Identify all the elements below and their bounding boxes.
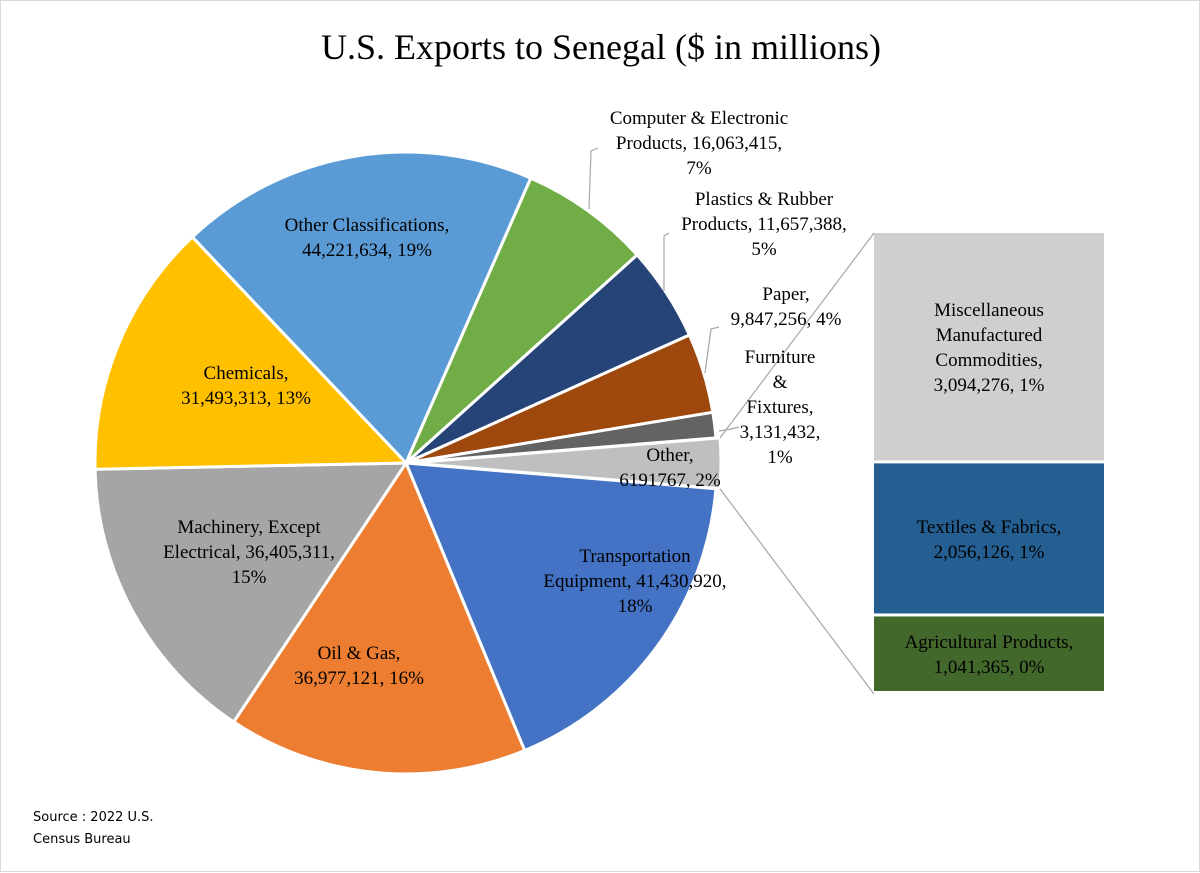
data-label-plastics-rubber-products: Plastics & Rubber Products, 11,657,388, 5% [681,189,847,260]
data-label-line: & [773,372,788,393]
data-label-line: 36,977,121, 16% [294,668,424,689]
chart-title: U.S. Exports to Senegal ($ in millions) [321,27,881,67]
data-label-furniture-fixtures: Furniture & Fixtures, 3,131,432, 1% [740,347,821,468]
pie-slice-oil-gas [231,459,527,776]
bar-label-line: 2,056,126, 1% [934,542,1045,563]
bar-label-line: Commodities, [935,350,1042,371]
data-label-line: 6191767, 2% [619,470,721,491]
bar-label-textiles-fabrics: Textiles & Fabrics, 2,056,126, 1% [917,517,1062,563]
data-label-line: Computer & Electronic [610,108,788,129]
data-label-chemicals: Chemicals, 31,493,313, 13% [181,363,311,409]
bar-segment-textiles-fabrics [874,463,1104,614]
data-label-line: 3,131,432, [740,422,821,443]
data-label-line: 9,847,256, 4% [731,309,842,330]
bar-segment-agricultural-products [874,616,1104,691]
connector-line-bottom [719,488,875,695]
data-label-line: 44,221,634, 19% [302,240,432,261]
data-label-line: Other Classifications, [285,215,450,236]
data-label-line: 7% [686,158,712,179]
data-label-line: Paper, [762,284,809,305]
connector-line-top [719,232,875,439]
leader-line-computer-electronic-products [588,147,599,210]
data-label-line: Transportation [579,546,691,567]
leader-line-furniture-fixtures [718,426,740,432]
data-label-line: Furniture [745,347,816,368]
bar-label-agricultural-products: Agricultural Products, 1,041,365, 0% [905,632,1074,678]
leader-line-plastics-rubber-products [663,232,670,291]
data-label-line: Fixtures, [746,397,813,418]
bar-label-line: Miscellaneous [934,300,1044,321]
bar-label-line: Textiles & Fabrics, [917,517,1062,538]
source-line-1: Source : 2022 U.S. [33,810,154,825]
data-label-line: 1% [767,447,793,468]
data-label-computer-electronic-products: Computer & Electronic Products, 16,063,41… [610,108,788,179]
data-label-paper: Paper, 9,847,256, 4% [731,284,842,330]
bar-label-line: 3,094,276, 1% [934,375,1045,396]
pie-slice-other [409,436,723,491]
bar-label-line: Agricultural Products, [905,632,1074,653]
data-label-line: Plastics & Rubber [695,189,834,210]
data-label-line: Chemicals, [204,363,289,384]
data-label-line: Equipment, 41,430,920, [543,571,726,592]
data-label-line: Other, [646,445,693,466]
data-label-line: 31,493,313, 13% [181,388,311,409]
pie-slice-other-classifications [190,150,533,466]
pie-slice-computer-electronic-products [404,176,640,465]
data-label-machinery-except-electrical: Machinery, Except Electrical, 36,405,311,… [163,517,335,588]
pie-slice-machinery-except-electrical [93,461,409,724]
data-label-transportation-equipment: Transportation Equipment, 41,430,920, 18% [543,546,726,617]
data-label-other-classifications: Other Classifications, 44,221,634, 19% [285,215,450,261]
data-label-line: 5% [751,239,777,260]
data-label-line: 15% [232,567,267,588]
pie-slice-transportation-equipment [403,461,718,753]
bar-label-line: 1,041,365, 0% [934,657,1045,678]
bar-segment-miscellaneous-manufactured-commodities [874,233,1104,461]
data-label-line: Electrical, 36,405,311, [163,542,335,563]
bar-label-line: Manufactured [936,325,1043,346]
source-line-2: Census Bureau [33,832,131,847]
data-label-oil-gas: Oil & Gas, 36,977,121, 16% [294,643,424,689]
data-label-line: Oil & Gas, [318,643,401,664]
pie-slice-chemicals [93,234,410,471]
data-label-line: Products, 16,063,415, [616,133,782,154]
data-label-other: Other, 6191767, 2% [619,445,721,491]
bar-label-miscellaneous-manufactured-commodities: Miscellaneous Manufactured Commodities, 3,0… [934,300,1045,396]
leader-line-paper [704,326,720,374]
data-label-line: Machinery, Except [177,517,321,538]
data-label-line: Products, 11,657,388, [681,214,847,235]
data-label-line: 18% [618,596,653,617]
